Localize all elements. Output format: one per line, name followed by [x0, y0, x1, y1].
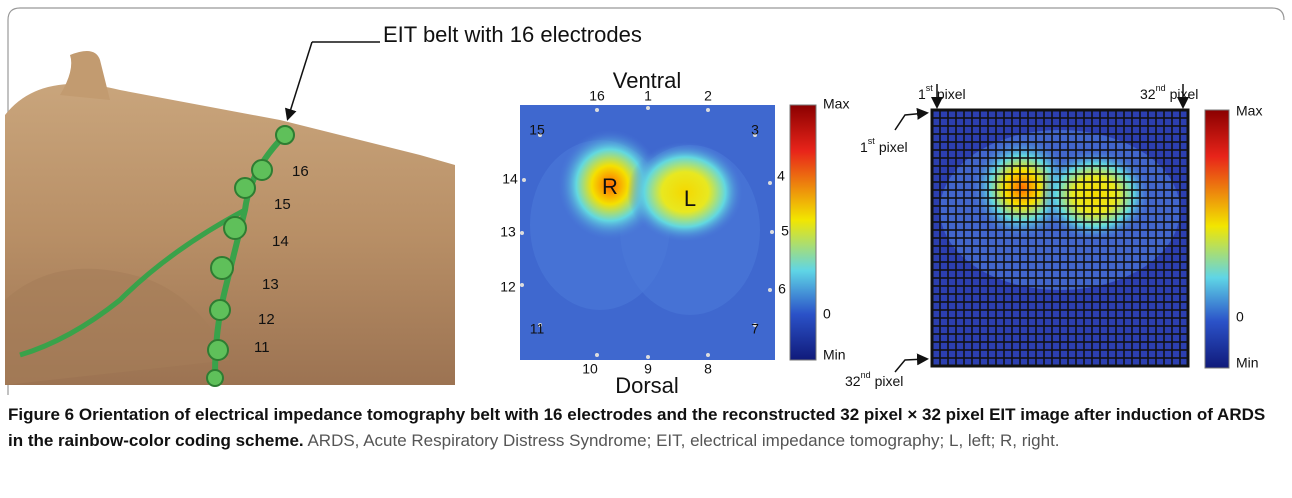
- pixel-label: 1st pixel: [860, 136, 908, 154]
- electrode-label: 4: [777, 168, 785, 184]
- electrode-dot: [646, 106, 650, 110]
- frame: [7, 7, 1285, 395]
- colorbar-label: 0: [1236, 309, 1244, 325]
- lung-label: L: [684, 186, 696, 211]
- electrode-dot: [753, 133, 757, 137]
- electrode-dot: [768, 181, 772, 185]
- belt-electrode-label: 12: [258, 311, 275, 328]
- electrode-label: 14: [502, 171, 518, 187]
- photo: [5, 41, 455, 387]
- pixel-number: 1: [860, 139, 868, 155]
- electrode-dot: [753, 323, 757, 327]
- electrode-label: 9: [644, 361, 652, 377]
- colorbar-label: Min: [1236, 355, 1259, 371]
- pixel-text: pixel: [879, 139, 908, 155]
- electrode-dot: [520, 231, 524, 235]
- belt-electrode-label: 16: [292, 163, 309, 180]
- electrode-label: 12: [500, 279, 516, 295]
- electrode-dot: [595, 353, 599, 357]
- colorbar-label: Max: [1236, 103, 1262, 119]
- figure: EIT belt with 16 electrodes 161514131211…: [5, 7, 1285, 398]
- electrode-label: 10: [582, 361, 598, 377]
- electrode-label: 15: [529, 122, 545, 138]
- electrode-dot: [706, 108, 710, 112]
- caption-title: Orientation of electrical impedance tomo…: [8, 405, 1266, 450]
- pixel-label: 32nd pixel: [1140, 83, 1198, 101]
- pixel-label: 32nd pixel: [845, 370, 903, 388]
- electrode-label: 1: [644, 88, 652, 104]
- electrode-dot: [770, 230, 774, 234]
- electrode-dot: [595, 108, 599, 112]
- caption-text: ARDS, Acute Respiratory Distress Syndrom…: [307, 431, 1060, 450]
- eit-image: [520, 104, 817, 361]
- electrode-dot: [538, 323, 542, 327]
- lung-label: R: [602, 174, 618, 199]
- pixel-text: pixel: [937, 86, 966, 102]
- electrode-label: 6: [778, 281, 786, 297]
- pixel-suffix: st: [868, 136, 876, 146]
- dorsal-label: Dorsal: [615, 373, 679, 398]
- electrode-dot: [522, 178, 526, 182]
- electrode-label: 3: [751, 122, 759, 138]
- pixel-number: 1: [918, 86, 926, 102]
- pixel-number: 32: [1140, 86, 1156, 102]
- pixel-label: 1st pixel: [918, 83, 966, 101]
- electrode-dot: [768, 288, 772, 292]
- pixel-number: 32: [845, 373, 861, 389]
- belt-electrode-label: 11: [254, 339, 270, 356]
- pixel-image: [894, 84, 1230, 373]
- electrode-dot: [538, 133, 542, 137]
- ventral-label: Ventral: [613, 68, 682, 93]
- belt-electrode-label: 14: [272, 233, 289, 250]
- electrode-dot: [706, 353, 710, 357]
- belt-electrode-label: 15: [274, 196, 291, 213]
- electrode-label: 16: [589, 88, 605, 104]
- electrode-label: 8: [704, 361, 712, 377]
- pixel-suffix: nd: [861, 370, 871, 380]
- caption-label: Figure 6: [8, 405, 75, 424]
- electrode-dot: [520, 283, 524, 287]
- pixel-suffix: st: [926, 83, 934, 93]
- electrode-label: 13: [500, 224, 516, 240]
- electrode-label: 2: [704, 88, 712, 104]
- colorbar-label: Min: [823, 347, 846, 363]
- colorbar-label: 0: [823, 306, 831, 322]
- pixel-suffix: nd: [1156, 83, 1166, 93]
- photo-title: EIT belt with 16 electrodes: [383, 22, 642, 47]
- belt-electrode-label: 13: [262, 276, 279, 293]
- electrode-label: 7: [751, 321, 759, 337]
- electrode-label: 11: [530, 321, 545, 337]
- colorbar-label: Max: [823, 96, 849, 112]
- pixel-text: pixel: [875, 373, 904, 389]
- electrode-label: 5: [781, 223, 789, 239]
- electrode-dot: [646, 355, 650, 359]
- pixel-text: pixel: [1170, 86, 1199, 102]
- caption: Figure 6 Orientation of electrical imped…: [8, 402, 1278, 454]
